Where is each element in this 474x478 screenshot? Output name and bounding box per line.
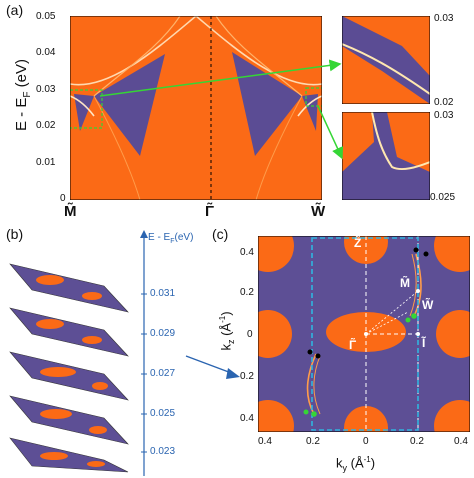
panel-c-xtick: 0.4 (258, 436, 272, 447)
panel-c-xtick: 0.2 (410, 436, 424, 447)
energy-slice (9, 263, 129, 313)
energy-slice (9, 351, 129, 401)
label-i: Ĩ (422, 336, 426, 350)
panel-b-energy-label: 0.031 (150, 288, 176, 299)
panel-c-ytick: 0.4 (240, 247, 254, 258)
panel-b-energy-label: 0.027 (150, 368, 176, 379)
panel-c-ytick: 0 (247, 329, 253, 340)
panel-b-energy-axis (140, 230, 148, 476)
panel-c-fermi-surface (258, 236, 470, 432)
panel-c-xtick: 0.4 (454, 436, 468, 447)
panel-c-ytick: 0.4 (240, 413, 254, 424)
panel-a-xtick-m: M̃ (64, 203, 77, 220)
panel-c-xlabel: ky (Å-1) (336, 455, 376, 473)
panel-b-slice-stack (9, 263, 129, 473)
panel-a-ytick: 0.01 (36, 157, 56, 168)
panel-b-energy-label: 0.025 (150, 408, 176, 419)
panel-b-energy-label: 0.029 (150, 328, 176, 339)
panel-c-xtick: 0 (363, 436, 369, 447)
panel-c-ytick: 0.2 (240, 287, 254, 298)
inset-top-tick: 0.02 (434, 97, 454, 108)
label-m: M̃ (400, 276, 410, 290)
inset-bottom-tick: 0.025 (430, 192, 456, 203)
panel-b-label: (b) (6, 226, 24, 242)
panel-a-xtick-gamma: Γ̃ (205, 203, 215, 220)
panel-b-to-c-arrow (185, 355, 240, 379)
energy-slice (9, 437, 129, 473)
panel-a-ytick: 0 (60, 193, 66, 204)
panel-a-ytick: 0.04 (36, 47, 56, 58)
inset-bottom-tick: 0.03 (434, 110, 454, 121)
panel-a-inset-bottom (342, 112, 430, 200)
panel-c-ytick: 0.2 (240, 371, 254, 382)
panel-a-label: (a) (6, 2, 24, 18)
panel-a-ytick: 0.03 (36, 84, 56, 95)
label-gamma: Γ̃ (349, 338, 357, 352)
panel-c-ylabel: kz (Å-1) (218, 311, 236, 351)
panel-a-inset-top (342, 16, 430, 104)
energy-slice (9, 307, 129, 357)
panel-a-ytick: 0.05 (36, 11, 56, 22)
panel-a-spectral-plot (70, 16, 322, 200)
panel-b-energy-label: 0.023 (150, 446, 176, 457)
label-z: Z̃ (354, 236, 362, 250)
label-w: W̃ (422, 298, 434, 312)
panel-a-xtick-w: W̃ (311, 203, 326, 220)
panel-c-xtick: 0.2 (306, 436, 320, 447)
energy-slice (9, 395, 129, 445)
panel-a-ytick: 0.02 (36, 120, 56, 131)
zoom-arrows (99, 59, 344, 160)
panel-b-axis-title: E - EF(eV) (148, 232, 194, 245)
panel-c-label: (c) (212, 226, 229, 242)
inset-top-tick: 0.03 (434, 13, 454, 24)
